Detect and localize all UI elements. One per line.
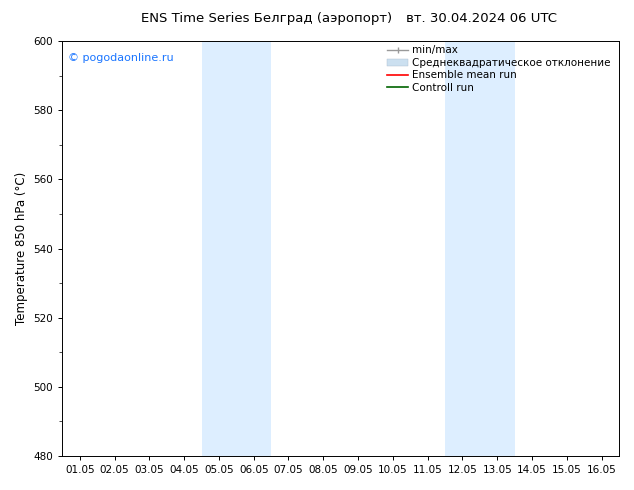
Bar: [202, 41, 271, 456]
Y-axis label: Temperature 850 hPa (°C): Temperature 850 hPa (°C): [15, 172, 28, 325]
Text: © pogodaonline.ru: © pogodaonline.ru: [68, 53, 174, 64]
Text: вт. 30.04.2024 06 UTC: вт. 30.04.2024 06 UTC: [406, 12, 557, 25]
Bar: [445, 41, 515, 456]
Legend: min/max, Среднеквадратическое отклонение, Ensemble mean run, Controll run: min/max, Среднеквадратическое отклонение…: [384, 42, 614, 96]
Text: ENS Time Series Белград (аэропорт): ENS Time Series Белград (аэропорт): [141, 12, 392, 25]
